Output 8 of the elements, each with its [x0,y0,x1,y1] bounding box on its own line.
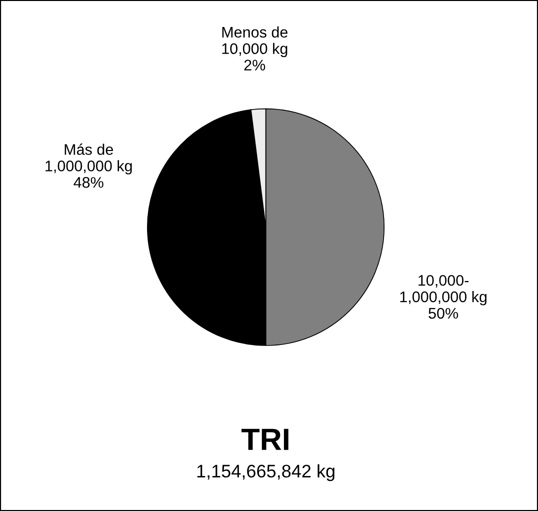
slice-label: Menos de 10,000 kg [222,26,288,58]
data-label: 2% [244,60,266,70]
text: TRI [242,428,288,450]
data-label: 48% [74,177,104,188]
slice-label: 10,000- 1,000,000 kg [400,274,486,306]
text: 1,154,665,842 kg [197,464,334,482]
data-label: 50% [428,308,458,319]
slice-label: Más de 1,000,000 kg [46,144,132,174]
